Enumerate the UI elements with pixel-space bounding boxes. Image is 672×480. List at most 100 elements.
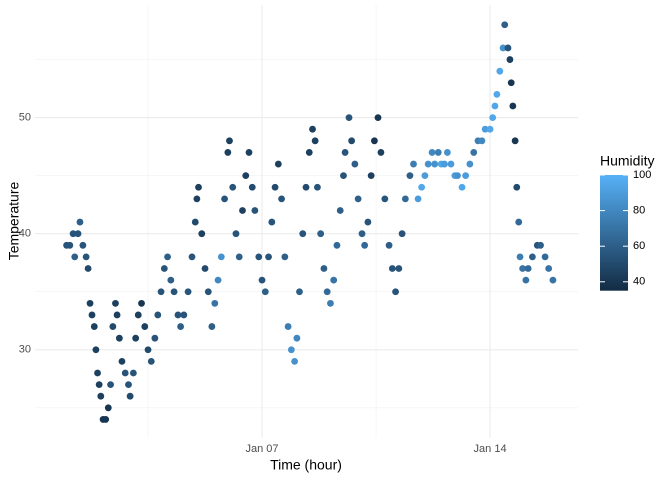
- point: [112, 299, 119, 307]
- legend-title: Humidity: [600, 153, 654, 169]
- point: [345, 114, 353, 122]
- point: [271, 183, 279, 191]
- point: [333, 241, 341, 249]
- point: [274, 160, 282, 168]
- point: [154, 311, 162, 319]
- point: [291, 357, 299, 365]
- point: [478, 137, 486, 145]
- point: [170, 288, 178, 296]
- point: [235, 253, 243, 261]
- point: [506, 56, 514, 63]
- point: [92, 346, 100, 354]
- point: [69, 230, 77, 238]
- point: [265, 253, 272, 261]
- point: [147, 357, 155, 365]
- point: [232, 230, 240, 238]
- point: [221, 195, 228, 203]
- point: [330, 276, 338, 284]
- point: [118, 357, 126, 365]
- point: [374, 114, 382, 122]
- point: [157, 288, 165, 296]
- point: [305, 149, 313, 156]
- legend-label: 60: [633, 240, 645, 252]
- point: [177, 323, 185, 330]
- point: [208, 323, 216, 330]
- point: [278, 195, 285, 203]
- point: [541, 253, 549, 261]
- point: [418, 183, 426, 191]
- point: [95, 381, 103, 389]
- point: [314, 183, 321, 191]
- point: [134, 311, 142, 319]
- x-axis-title: Time (hour): [270, 457, 342, 473]
- point: [515, 218, 523, 226]
- x-tick-label: Jan 14: [474, 443, 507, 455]
- point: [507, 79, 515, 87]
- point: [299, 230, 307, 238]
- point: [82, 253, 90, 261]
- point: [364, 218, 372, 226]
- point: [151, 334, 159, 342]
- point: [115, 334, 123, 342]
- point: [513, 183, 521, 191]
- point: [410, 160, 417, 168]
- point: [141, 323, 149, 330]
- legend-label: 100: [633, 169, 651, 181]
- point: [90, 323, 98, 330]
- point: [126, 392, 134, 400]
- point: [454, 172, 461, 180]
- y-axis-title: Temperature: [6, 181, 22, 260]
- point: [545, 265, 553, 272]
- point: [217, 253, 225, 261]
- point: [97, 392, 105, 400]
- point: [431, 160, 439, 168]
- point: [317, 230, 325, 238]
- point: [195, 183, 202, 191]
- point: [239, 207, 246, 214]
- point: [86, 299, 94, 307]
- point: [406, 172, 414, 180]
- point: [102, 416, 110, 423]
- point: [224, 149, 232, 156]
- point: [129, 369, 137, 377]
- point: [414, 195, 422, 203]
- point: [501, 21, 509, 29]
- point: [336, 207, 344, 214]
- point: [361, 241, 369, 249]
- point: [261, 288, 269, 296]
- point: [516, 253, 524, 261]
- point: [354, 195, 362, 203]
- point: [537, 241, 544, 249]
- point: [486, 125, 494, 133]
- point: [191, 218, 199, 226]
- point: [522, 276, 530, 284]
- point: [421, 172, 429, 180]
- point: [489, 114, 497, 122]
- point: [107, 381, 114, 389]
- point: [66, 241, 74, 249]
- point: [144, 346, 152, 354]
- point: [229, 183, 237, 191]
- point: [470, 149, 478, 156]
- point: [441, 160, 448, 168]
- point: [76, 218, 84, 226]
- point: [255, 253, 263, 261]
- point: [493, 90, 501, 98]
- point: [358, 230, 366, 238]
- point: [481, 125, 489, 133]
- point: [268, 218, 276, 226]
- point: [458, 183, 466, 191]
- point: [88, 311, 96, 319]
- legend-label: 40: [633, 276, 645, 288]
- point: [164, 253, 171, 261]
- point: [188, 253, 196, 261]
- point: [388, 265, 396, 272]
- point: [109, 323, 117, 330]
- point: [496, 67, 504, 75]
- point: [434, 149, 442, 156]
- point: [193, 195, 201, 203]
- point: [367, 172, 375, 180]
- point: [371, 137, 378, 145]
- point: [302, 183, 310, 191]
- point: [320, 265, 328, 272]
